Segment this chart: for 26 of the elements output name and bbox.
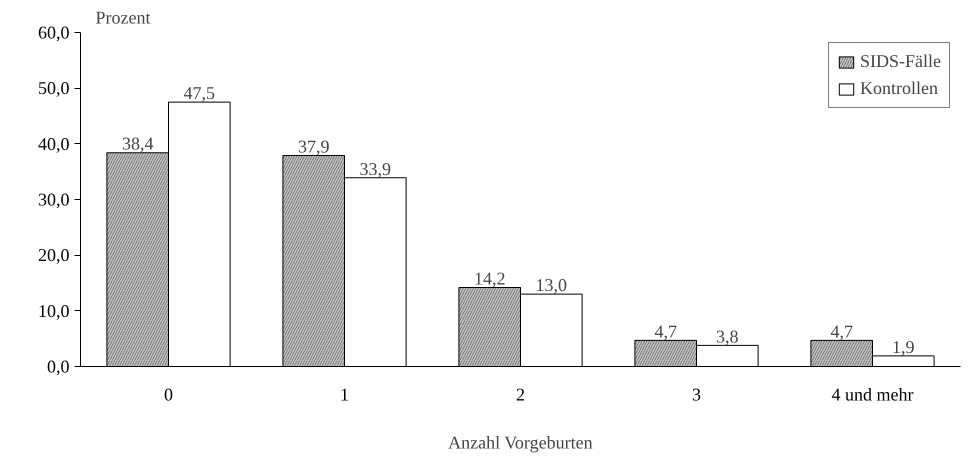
data-label: 4,7 <box>830 321 853 342</box>
x-tick-label: 0 <box>164 384 173 404</box>
y-axis-title: Prozent <box>96 8 150 28</box>
x-tick-label: 4 und mehr <box>832 384 914 404</box>
y-tick-label: 40,0 <box>38 134 70 154</box>
y-tick-label: 0,0 <box>47 356 70 376</box>
data-label: 37,9 <box>298 136 330 157</box>
y-tick-label: 30,0 <box>38 190 70 210</box>
x-tick-label: 2 <box>516 384 525 404</box>
legend-label: Kontrollen <box>860 78 938 99</box>
data-label: 3,8 <box>716 326 739 346</box>
data-label: 33,9 <box>360 158 392 179</box>
data-label: 38,4 <box>122 134 154 154</box>
y-tick-label: 20,0 <box>38 245 70 266</box>
x-axis-title: Anzahl Vorgeburten <box>448 432 593 452</box>
data-label: 4,7 <box>654 321 677 342</box>
data-label: 47,5 <box>184 83 216 104</box>
x-tick-label: 3 <box>692 384 701 404</box>
data-label: 14,2 <box>474 268 506 288</box>
x-tick-label: 1 <box>340 384 349 404</box>
y-tick-label: 10,0 <box>38 300 70 321</box>
legend-label: SIDS-Fälle <box>860 51 941 72</box>
y-tick-label: 50,0 <box>38 78 70 98</box>
data-label: 13,0 <box>536 275 568 296</box>
data-label: 1,9 <box>892 336 915 357</box>
y-tick-label: 60,0 <box>38 22 70 42</box>
